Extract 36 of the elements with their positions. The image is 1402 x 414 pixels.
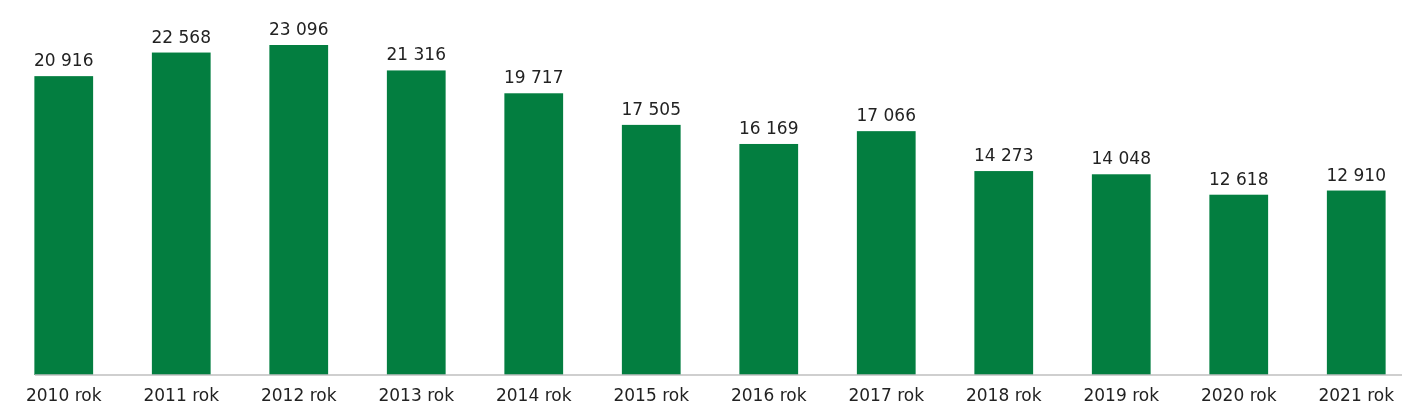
- data-label: 16 169: [739, 117, 799, 138]
- bar: [974, 171, 1034, 375]
- bar: [269, 45, 329, 375]
- x-tick-label: 2016 rok: [730, 385, 807, 406]
- x-tick-label: 2019 rok: [1083, 385, 1160, 406]
- bar: [621, 124, 681, 375]
- data-label: 12 910: [1326, 164, 1386, 185]
- bar: [856, 131, 916, 375]
- data-label: 12 618: [1209, 168, 1269, 189]
- x-tick-label: 2015 rok: [613, 385, 690, 406]
- data-label: 23 096: [269, 19, 329, 39]
- data-label: 17 505: [621, 98, 681, 119]
- bar: [386, 70, 446, 375]
- x-tick-label: 2012 rok: [260, 385, 337, 406]
- x-tick-label: 2011 rok: [143, 385, 220, 406]
- bar: [34, 76, 94, 375]
- x-tick-label: 2010 rok: [25, 385, 102, 406]
- bar: [151, 52, 211, 375]
- data-label: 14 273: [974, 145, 1034, 166]
- x-tick-label: 2021 rok: [1318, 385, 1395, 406]
- data-label: 17 066: [856, 105, 916, 126]
- data-label: 22 568: [151, 26, 211, 47]
- data-label: 21 316: [386, 44, 446, 65]
- bar: [739, 143, 799, 375]
- x-tick-label: 2017 rok: [848, 385, 925, 406]
- bar: [1091, 174, 1151, 375]
- x-tick-label: 2013 rok: [378, 385, 455, 406]
- data-label: 14 048: [1091, 148, 1151, 169]
- x-tick-label: 2020 rok: [1200, 385, 1277, 406]
- x-tick-label: 2018 rok: [965, 385, 1042, 406]
- x-tick-label: 2014 rok: [495, 385, 572, 406]
- bar: [1209, 194, 1269, 375]
- bar: [504, 93, 564, 375]
- bar: [1326, 190, 1386, 375]
- data-label: 19 717: [504, 67, 564, 88]
- data-label: 20 916: [34, 50, 94, 71]
